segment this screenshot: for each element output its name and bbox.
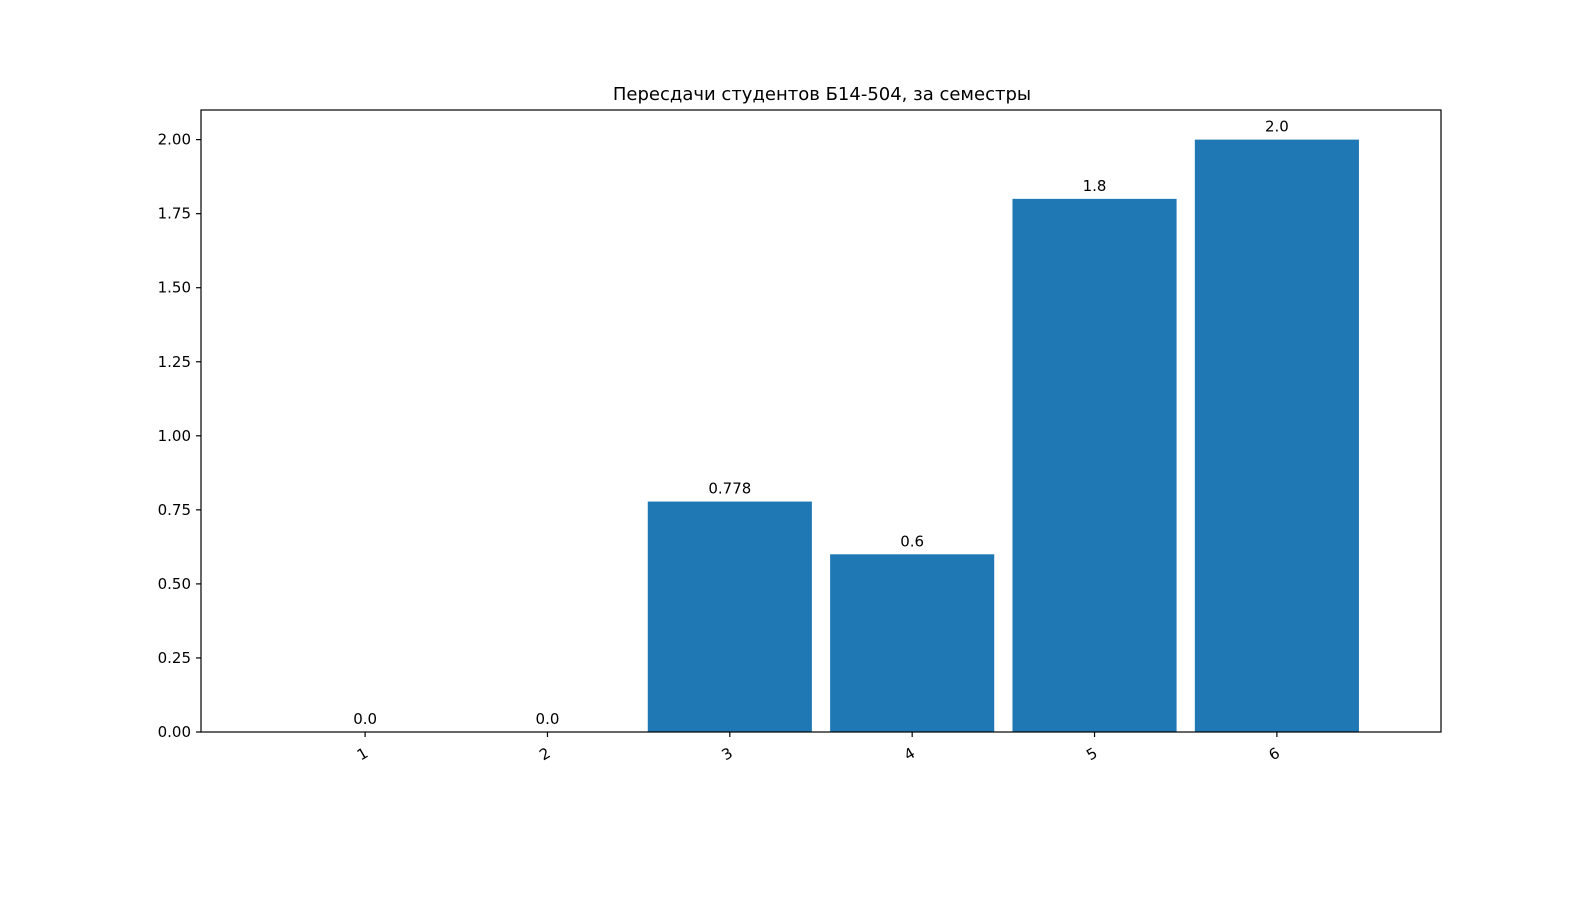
bars-layer [647, 139, 1359, 733]
x-tick-label: 4 [901, 744, 918, 764]
data-label-3: 0.778 [708, 480, 751, 498]
y-tick-label: 0.00 [158, 723, 191, 741]
x-tick-label: 6 [1266, 744, 1283, 764]
x-tick-label: 5 [1083, 744, 1100, 764]
bar-5 [1012, 198, 1177, 732]
plot-frame [200, 109, 1442, 733]
y-tick-label: 2.00 [158, 131, 191, 149]
x-tick-label: 3 [719, 744, 736, 764]
data-label-6: 2.0 [1265, 118, 1289, 136]
chart-title: Пересдачи студентов Б14-504, за семестры [613, 84, 1031, 105]
x-tick-label: 1 [354, 744, 371, 764]
y-tick-label: 0.25 [158, 649, 191, 667]
x-tick-label: 2 [536, 744, 553, 764]
bar-4 [830, 554, 995, 732]
y-tick-label: 0.50 [158, 575, 191, 593]
y-tick-label: 0.75 [158, 501, 191, 519]
bar-6 [1194, 139, 1359, 733]
data-label-5: 1.8 [1083, 177, 1107, 195]
x-axis: 1 2 3 4 5 6 [354, 732, 1283, 764]
y-tick-label: 1.00 [158, 427, 191, 445]
y-tick-label: 1.75 [158, 205, 191, 223]
data-label-2: 0.0 [536, 710, 560, 728]
data-label-1: 0.0 [353, 710, 377, 728]
data-label-4: 0.6 [900, 532, 924, 550]
data-labels-layer: 0.0 0.0 0.778 0.6 1.8 2.0 [353, 118, 1289, 728]
bar-3 [647, 501, 812, 732]
y-tick-label: 1.25 [158, 353, 191, 371]
y-axis: 0.00 0.25 0.50 0.75 1.00 1.25 1.50 1.75 2.00 [158, 131, 201, 741]
y-tick-label: 1.50 [158, 279, 191, 297]
